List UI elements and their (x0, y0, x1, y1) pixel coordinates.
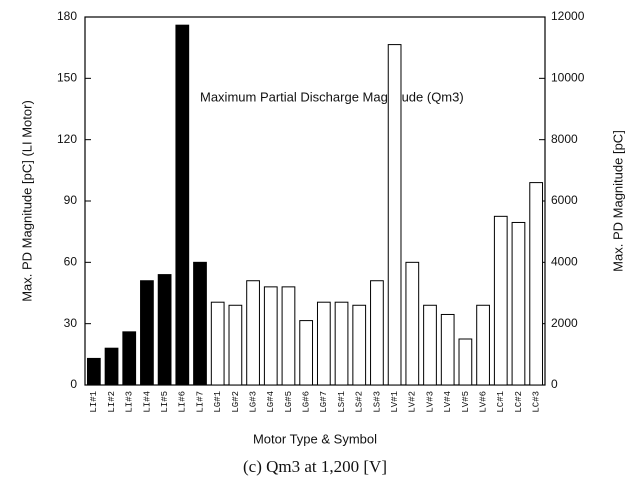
y-tick-label: 150 (57, 71, 77, 85)
bar (175, 24, 190, 386)
x-tick-label: LG#3 (248, 391, 258, 413)
y-tick-label: 90 (64, 193, 78, 207)
bar (529, 182, 544, 386)
x-tick-label: LV#4 (443, 391, 453, 413)
y2-axis-label: Max. PD Magnitude [pC] (610, 130, 625, 272)
x-tick-label: LI#4 (142, 391, 152, 413)
bar (157, 274, 172, 386)
annotation: Maximum Partial Discharge Magnitude (Qm3… (200, 89, 464, 104)
plot-frame (84, 16, 546, 386)
bar (228, 304, 243, 386)
bar (405, 261, 420, 386)
y-tick-label: 30 (64, 316, 78, 330)
bar (511, 221, 526, 386)
y-tick-label: 180 (57, 9, 77, 23)
y2-tick-label: 10000 (551, 71, 585, 85)
bar (140, 280, 154, 386)
x-tick-label: LV#3 (425, 391, 435, 413)
x-tick-label: LI#6 (178, 391, 188, 413)
y-tick-label: 120 (57, 132, 77, 146)
x-tick-label: LG#5 (284, 391, 294, 413)
x-tick-label: LV#2 (408, 391, 418, 413)
x-tick-label: LC#1 (496, 391, 506, 413)
caption: (c) Qm3 at 1,200 [V] (243, 457, 387, 476)
x-tick-label: LG#2 (231, 391, 241, 413)
x-tick-label: LI#7 (195, 391, 205, 413)
x-tick-label: LV#1 (390, 391, 400, 413)
bar (299, 320, 314, 386)
bar (246, 280, 260, 386)
y2-tick-label: 2000 (551, 316, 578, 330)
x-tick-label: LI#3 (125, 391, 135, 413)
x-tick-label: LS#2 (355, 391, 365, 413)
bar (352, 304, 367, 386)
x-tick-label: LG#7 (319, 391, 329, 413)
y2-tick-label: 8000 (551, 132, 578, 146)
bar (263, 286, 278, 386)
x-tick-label: LS#1 (337, 391, 347, 413)
bar (387, 44, 402, 386)
x-tick-label: LG#4 (266, 391, 276, 413)
bar (122, 331, 137, 386)
bar (440, 313, 455, 386)
bar (281, 286, 296, 386)
bar (423, 304, 437, 386)
x-tick-label: LG#6 (302, 391, 312, 413)
bar (193, 261, 207, 386)
x-tick-label: LI#5 (160, 391, 170, 413)
x-tick-label: LG#1 (213, 391, 223, 413)
x-tick-label: LI#2 (107, 391, 117, 413)
x-tick-label: LC#2 (514, 391, 524, 413)
x-tick-label: LC#3 (532, 391, 542, 413)
y-tick-label: 60 (64, 255, 78, 269)
bar (316, 301, 331, 386)
bar (476, 304, 490, 386)
y-tick-label: 0 (70, 377, 77, 391)
y2-tick-label: 6000 (551, 193, 578, 207)
bar (458, 338, 473, 386)
y2-tick-label: 0 (551, 377, 558, 391)
x-axis-label: Motor Type & Symbol (253, 431, 377, 446)
bar (334, 301, 349, 386)
x-tick-label: LV#6 (478, 391, 488, 413)
x-tick-label: LV#5 (461, 391, 471, 413)
x-tick-label: LS#3 (372, 391, 382, 413)
bar (104, 347, 119, 386)
y2-tick-label: 12000 (551, 9, 585, 23)
bar (210, 301, 225, 386)
bar (493, 215, 508, 386)
bar (86, 357, 101, 386)
x-tick-label: LI#1 (89, 391, 99, 413)
bar (370, 280, 384, 386)
y-axis-label: Max. PD Magnitude [pC] (LI Motor) (19, 100, 34, 302)
y2-tick-label: 4000 (551, 255, 578, 269)
